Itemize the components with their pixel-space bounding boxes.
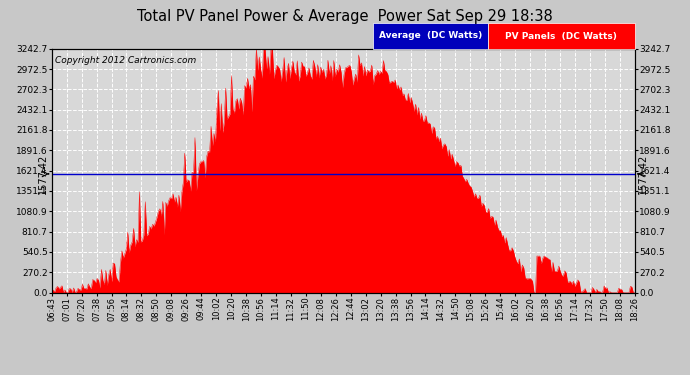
Text: 1577.42: 1577.42 <box>39 154 48 194</box>
Text: PV Panels  (DC Watts): PV Panels (DC Watts) <box>506 32 618 40</box>
Text: 1577.42: 1577.42 <box>638 154 648 194</box>
Bar <box>373 23 488 49</box>
Text: Total PV Panel Power & Average  Power Sat Sep 29 18:38: Total PV Panel Power & Average Power Sat… <box>137 9 553 24</box>
Text: Average  (DC Watts): Average (DC Watts) <box>379 32 482 40</box>
Text: Copyright 2012 Cartronics.com: Copyright 2012 Cartronics.com <box>55 56 197 65</box>
Bar <box>488 23 635 49</box>
